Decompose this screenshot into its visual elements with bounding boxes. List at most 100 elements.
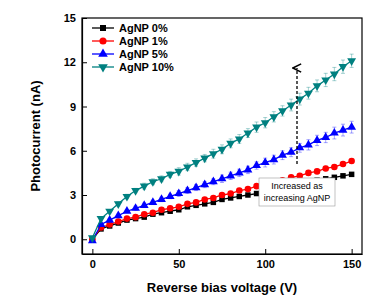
y-axis-line [82,19,83,255]
legend-marker [98,64,108,72]
marker [305,170,312,177]
marker [245,186,252,193]
y-tick-label: 6 [70,145,76,157]
x-tick-mark [352,249,353,254]
marker [140,184,149,192]
marker [114,201,123,209]
marker [304,91,313,99]
marker [331,164,338,171]
series [90,172,355,242]
marker [269,154,278,162]
marker [124,215,131,222]
marker [235,168,244,176]
legend-marker [100,25,106,31]
marker [150,209,157,216]
marker [321,77,330,85]
x-axis: 0 50 100 150 [83,249,363,270]
chart: 05010015003691215AgNP 0%AgNP 1%AgNP 5%Ag… [0,0,380,304]
marker [278,150,287,158]
marker [235,136,244,144]
marker [131,203,140,211]
series [89,158,355,243]
y-tick-label: 0 [70,233,76,245]
marker [322,165,329,172]
annotation: Increased asincreasing AgNP [259,178,335,206]
marker [132,214,139,221]
legend-label: AgNP 1% [119,35,168,47]
marker [278,108,287,116]
x-tick-label: 50 [173,258,185,270]
legend-marker [98,48,108,56]
x-tick: 0 [90,249,96,270]
marker [166,172,175,180]
x-tick-label: 100 [257,258,275,270]
marker [227,190,234,197]
marker [105,209,114,217]
marker [269,114,278,122]
x-tick: 100 [257,249,275,270]
y-tick-mark [82,151,87,152]
marker [176,204,183,211]
marker [349,172,354,177]
marker [339,125,348,133]
annotation-box [259,178,335,206]
marker [243,165,252,173]
marker [304,140,313,148]
legend-entry: AgNP 0% [92,22,168,34]
marker [254,191,259,196]
marker [184,201,191,208]
marker [347,58,356,66]
marker [148,197,157,205]
legend-marker [99,37,106,44]
marker [209,151,218,159]
series-line [92,127,351,241]
marker [183,185,192,193]
legend: AgNP 0%AgNP 1%AgNP 5%AgNP 10% [92,22,174,73]
annotation-arrow [296,68,297,164]
marker [166,191,175,199]
marker [237,194,242,199]
marker [123,206,132,214]
y-tick: 15 [64,12,87,24]
marker [174,169,183,177]
marker [200,156,209,164]
y-tick-mark [82,239,87,240]
legend-label: AgNP 5% [119,48,168,60]
marker [226,141,235,149]
series [88,54,356,243]
x-axis-line [83,254,363,255]
marker [167,205,174,212]
marker [314,168,321,175]
marker [157,176,166,184]
marker [115,218,122,225]
marker [330,128,339,136]
series-line [92,61,351,238]
y-tick-label: 9 [70,101,76,113]
legend-label: AgNP 10% [119,61,174,73]
x-tick-mark [265,249,266,254]
x-tick-label: 0 [90,258,96,270]
marker [88,236,97,244]
marker [340,173,345,178]
series [88,121,356,243]
x-axis-title: Reverse bias voltage (V) [147,280,297,295]
marker [141,211,148,218]
marker [243,130,252,138]
marker [347,122,356,130]
y-tick-mark [82,195,87,196]
y-tick-mark [82,18,87,19]
marker [192,160,201,168]
legend-entry: AgNP 5% [92,48,168,60]
y-tick: 9 [70,101,87,113]
series-line [92,174,351,239]
marker [287,102,296,110]
marker [218,147,227,155]
plot-frame [82,18,362,254]
marker [252,125,261,133]
x-tick-label: 150 [343,258,361,270]
marker [192,183,201,191]
marker [97,216,106,224]
series-line [92,161,351,239]
y-axis-title: Photocurrent (nA) [28,80,43,191]
marker [226,171,235,179]
